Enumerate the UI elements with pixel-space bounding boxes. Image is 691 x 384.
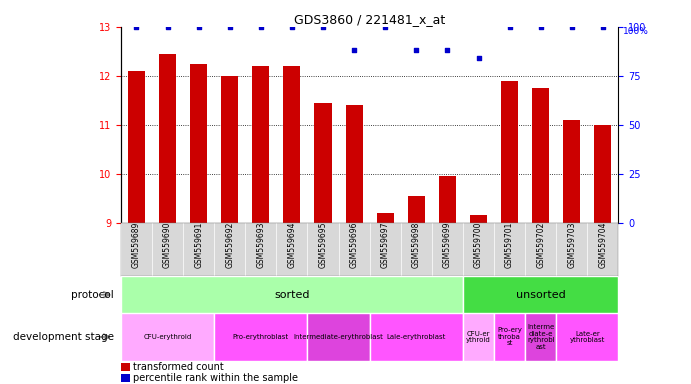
Point	[193, 24, 205, 30]
Bar	[525, 313, 556, 361]
Bar	[159, 54, 176, 223]
Point	[256, 24, 267, 30]
Text: Interme
diate-e
rythrobl
ast: Interme diate-e rythrobl ast	[527, 324, 554, 350]
Point	[131, 24, 142, 30]
Point	[597, 24, 608, 30]
Text: protocol: protocol	[71, 290, 114, 300]
Text: percentile rank within the sample: percentile rank within the sample	[133, 373, 299, 383]
Text: Pro-ery
throba
st: Pro-ery throba st	[498, 328, 522, 346]
Bar	[128, 71, 145, 223]
Bar	[283, 66, 301, 223]
Bar	[563, 120, 580, 223]
Point	[349, 47, 360, 53]
Bar	[439, 176, 456, 223]
Point	[442, 47, 453, 53]
Text: Intermediate-erythroblast: Intermediate-erythroblast	[294, 334, 384, 340]
Bar	[377, 213, 394, 223]
Text: development stage: development stage	[13, 332, 114, 342]
Point	[286, 24, 297, 30]
Text: transformed count: transformed count	[133, 362, 224, 372]
Point	[504, 24, 515, 30]
Bar	[121, 374, 130, 382]
Point	[224, 24, 235, 30]
Bar	[532, 88, 549, 223]
Bar	[314, 103, 332, 223]
Title: GDS3860 / 221481_x_at: GDS3860 / 221481_x_at	[294, 13, 445, 26]
Bar	[346, 105, 363, 223]
Bar	[121, 313, 214, 361]
Text: sorted: sorted	[274, 290, 310, 300]
Bar	[121, 363, 130, 371]
Bar	[370, 313, 463, 361]
Bar	[463, 276, 618, 313]
Point	[317, 24, 329, 30]
Text: Lale-erythroblast: Lale-erythroblast	[387, 334, 446, 340]
Point	[162, 24, 173, 30]
Text: CFU-erythroid: CFU-erythroid	[144, 334, 191, 340]
Text: unsorted: unsorted	[516, 290, 565, 300]
Bar	[121, 276, 463, 313]
Point	[535, 24, 546, 30]
Bar	[307, 313, 370, 361]
Bar	[470, 215, 487, 223]
Text: Pro-erythroblast: Pro-erythroblast	[233, 334, 289, 340]
Bar	[190, 64, 207, 223]
Bar	[214, 313, 307, 361]
Point	[380, 24, 391, 30]
Text: 100%: 100%	[623, 27, 650, 36]
Bar	[594, 125, 612, 223]
Bar	[494, 313, 525, 361]
Bar	[221, 76, 238, 223]
Bar	[463, 313, 494, 361]
Text: CFU-er
ythroid: CFU-er ythroid	[466, 331, 491, 343]
Point	[473, 55, 484, 61]
Bar	[408, 196, 425, 223]
Bar	[556, 313, 618, 361]
Point	[566, 24, 577, 30]
Bar	[501, 81, 518, 223]
Bar	[252, 66, 269, 223]
Point	[410, 47, 422, 53]
Text: Late-er
ythroblast: Late-er ythroblast	[569, 331, 605, 343]
